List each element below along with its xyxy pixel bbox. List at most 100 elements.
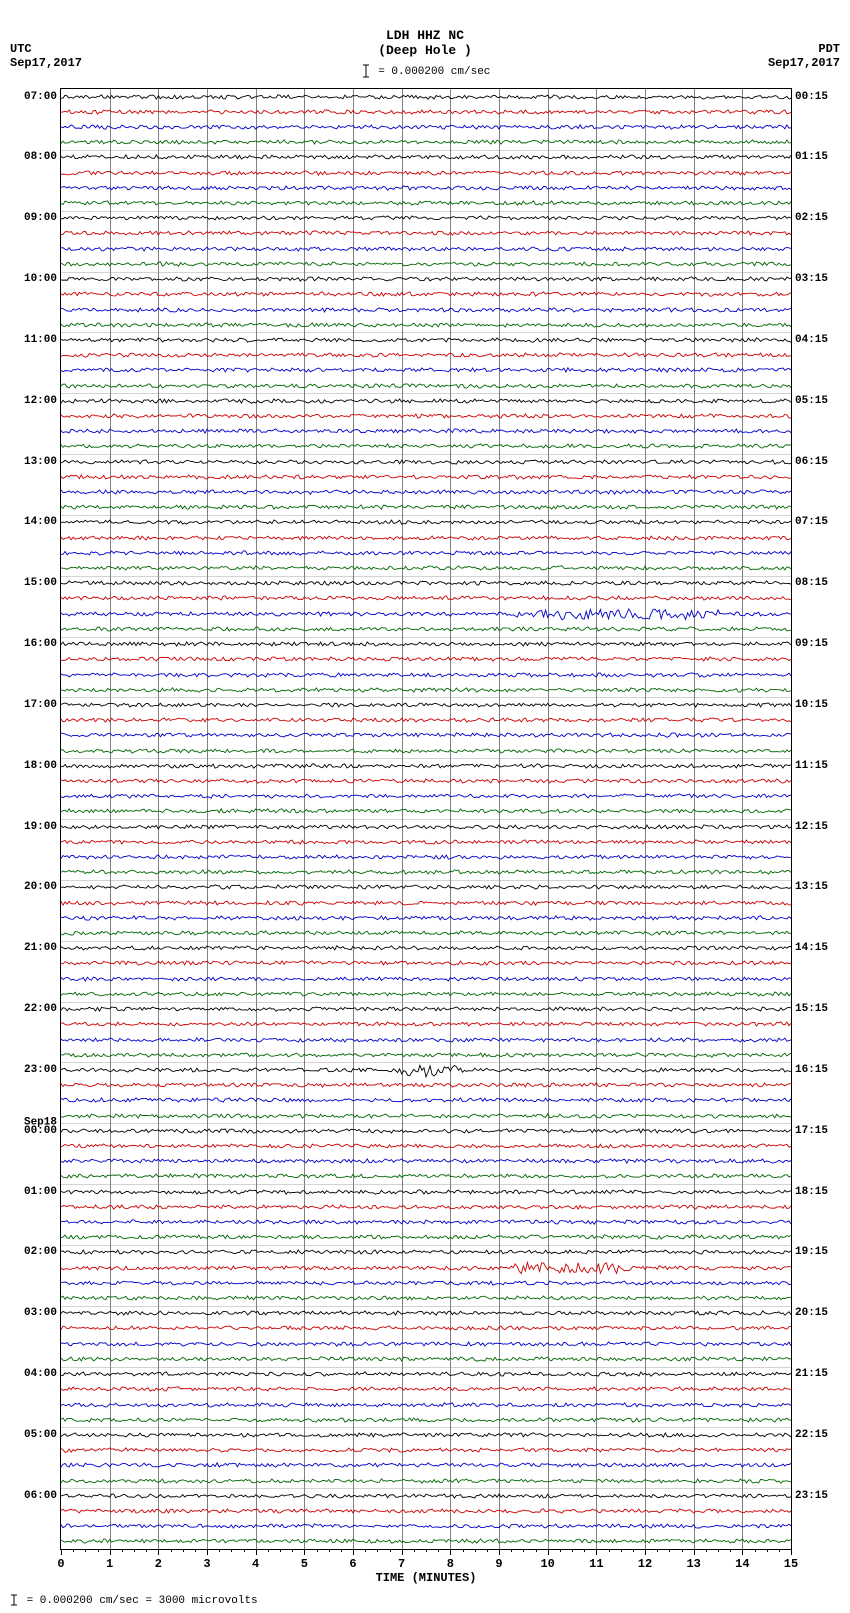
y-label-left: 22:00 [24,1003,57,1015]
seismogram-container: LDH HHZ NC (Deep Hole ) UTC Sep17,2017 P… [0,0,850,1613]
x-tick-label: 10 [540,1557,554,1571]
x-tick-label: 13 [686,1557,700,1571]
grid-horizontal [61,211,791,212]
y-label-right: 03:15 [795,273,828,285]
y-label-left: 19:00 [24,821,57,833]
y-label-right: 18:15 [795,1186,828,1198]
x-tick-label: 5 [301,1557,308,1571]
grid-horizontal [61,1245,791,1246]
y-label-left: 01:00 [24,1186,57,1198]
y-label-right: 06:15 [795,456,828,468]
y-label-right: 04:15 [795,334,828,346]
footer: = 0.000200 cm/sec = 3000 microvolts [6,1594,258,1607]
station-location: (Deep Hole ) [0,43,850,58]
grid-horizontal [61,637,791,638]
y-label-left: 16:00 [24,638,57,650]
x-tick-label: 9 [495,1557,502,1571]
y-label-right: 19:15 [795,1246,828,1258]
y-label-right: 22:15 [795,1429,828,1441]
grid-horizontal [61,1002,791,1003]
y-label-right: 11:15 [795,760,828,772]
grid-horizontal [61,150,791,151]
y-label-right: 17:15 [795,1125,828,1137]
x-tick-label: 0 [57,1557,64,1571]
y-label-left: 07:00 [24,91,57,103]
y-label-left: 05:00 [24,1429,57,1441]
y-label-right: 00:15 [795,91,828,103]
x-tick-label: 15 [784,1557,798,1571]
grid-horizontal [61,880,791,881]
x-axis-title: TIME (MINUTES) [61,1571,791,1585]
x-tick-label: 12 [638,1557,652,1571]
y-label-right: 12:15 [795,821,828,833]
x-tick-label: 11 [589,1557,603,1571]
y-label-left: 11:00 [24,334,57,346]
grid-horizontal [61,272,791,273]
grid-horizontal [61,941,791,942]
grid-horizontal [61,576,791,577]
grid-horizontal [61,1427,791,1428]
y-label-right: 23:15 [795,1490,828,1502]
grid-horizontal [61,1123,791,1124]
y-label-right: 13:15 [795,881,828,893]
header: LDH HHZ NC (Deep Hole ) [0,28,850,58]
y-label-right: 05:15 [795,395,828,407]
y-label-right: 15:15 [795,1003,828,1015]
y-label-left: 18:00 [24,760,57,772]
x-tick-label: 6 [349,1557,356,1571]
scale-bar: = 0.000200 cm/sec [0,64,850,78]
station-code: LDH HHZ NC [0,28,850,43]
y-label-right: 09:15 [795,638,828,650]
y-label-left: 10:00 [24,273,57,285]
grid-horizontal [61,454,791,455]
y-label-right: 07:15 [795,516,828,528]
y-label-right: 14:15 [795,942,828,954]
scale-icon [360,64,372,78]
x-tick-label: 2 [155,1557,162,1571]
y-label-left: 20:00 [24,881,57,893]
grid-horizontal [61,1306,791,1307]
y-label-left: 06:00 [24,1490,57,1502]
footer-text: = 0.000200 cm/sec = 3000 microvolts [27,1595,258,1607]
y-label-left: 17:00 [24,699,57,711]
y-label-right: 01:15 [795,151,828,163]
x-tick-label: 4 [252,1557,259,1571]
grid-horizontal [61,1062,791,1063]
seismic-trace [61,1531,791,1551]
plot-area: TIME (MINUTES) 012345678910111213141507:… [60,88,792,1550]
grid-horizontal [61,1367,791,1368]
y-label-right: 02:15 [795,212,828,224]
y-label-right: 16:15 [795,1064,828,1076]
y-label-left: 08:00 [24,151,57,163]
scale-text: = 0.000200 cm/sec [378,66,490,78]
x-tick-label: 3 [203,1557,210,1571]
timezone-left: UTC [10,42,32,56]
y-label-right: 21:15 [795,1368,828,1380]
y-label-left: 02:00 [24,1246,57,1258]
day-break-label: Sep18 [24,1116,57,1128]
y-label-right: 20:15 [795,1307,828,1319]
y-label-left: 23:00 [24,1064,57,1076]
x-tick-label: 7 [398,1557,405,1571]
y-label-left: 12:00 [24,395,57,407]
grid-horizontal [61,1488,791,1489]
y-label-left: 04:00 [24,1368,57,1380]
grid-horizontal [61,758,791,759]
grid-horizontal [61,332,791,333]
grid-horizontal [61,1184,791,1185]
grid-horizontal [61,819,791,820]
y-label-left: 21:00 [24,942,57,954]
footer-scale-icon [6,1594,20,1606]
x-tick [791,1549,792,1555]
x-tick-label: 1 [106,1557,113,1571]
grid-horizontal [61,697,791,698]
grid-horizontal [61,393,791,394]
y-label-left: 09:00 [24,212,57,224]
timezone-right: PDT [818,42,840,56]
y-label-left: 15:00 [24,577,57,589]
x-tick-label: 14 [735,1557,749,1571]
y-label-left: 14:00 [24,516,57,528]
grid-horizontal [61,515,791,516]
y-label-left: 13:00 [24,456,57,468]
y-label-right: 08:15 [795,577,828,589]
